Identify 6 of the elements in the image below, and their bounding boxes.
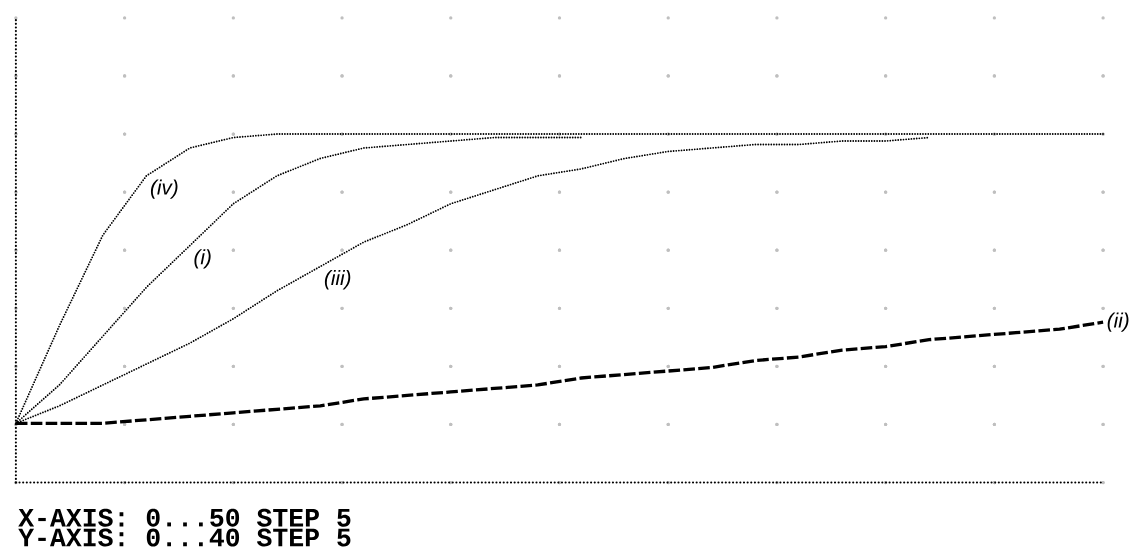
text: X-AXIS: 0...50 STEP 5 — [18, 508, 351, 527]
series-label: (iii) — [324, 270, 351, 290]
series-label: (iv) — [150, 179, 178, 199]
series-label: (i) — [194, 249, 211, 269]
text: Y-AXIS: 0...40 STEP 5 — [18, 528, 351, 547]
series-label: (ii) — [1107, 312, 1129, 332]
